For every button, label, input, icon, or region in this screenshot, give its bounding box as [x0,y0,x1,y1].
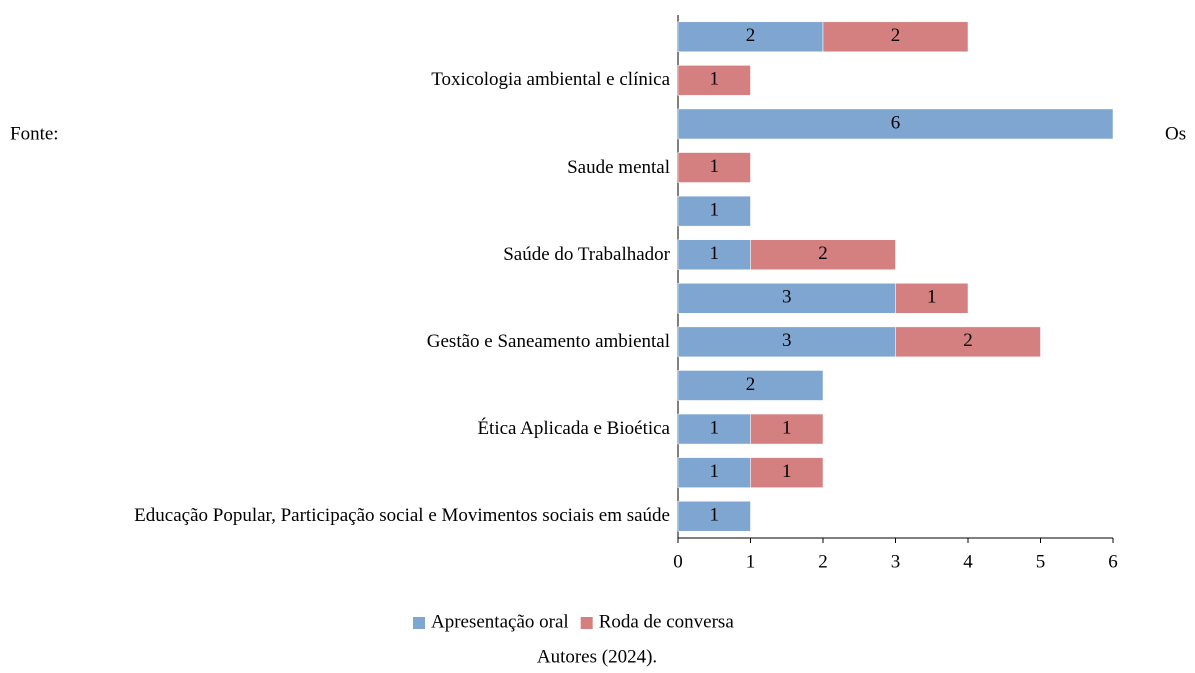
data-label: 3 [782,287,792,308]
data-label: 1 [710,156,720,177]
data-label: 2 [963,330,973,351]
data-label: 2 [818,243,828,264]
data-label: 2 [891,25,901,46]
y-tick-label: Educação Popular, Participação social e … [134,505,670,527]
x-tick-label: 6 [1108,551,1118,572]
data-label: 6 [891,112,901,133]
x-tick-label: 0 [673,551,683,572]
caption-prefix: Fonte: [10,123,59,144]
bar [895,326,1041,358]
bar [677,283,896,314]
bar [677,413,751,445]
y-tick-label-box: Saúde do Trabalhador [90,225,670,285]
y-tick-label: Ética Aplicada e Bioética [477,418,670,440]
y-tick-label-box: Saude mental [90,138,670,198]
bar [750,413,824,445]
data-label: 1 [710,243,720,264]
data-label: 1 [710,417,720,438]
legend-label: Apresentação oral [431,611,569,632]
bar [750,239,896,270]
y-tick-label-box: Toxicologia ambiental e clínica [90,50,670,110]
bar [677,108,1114,140]
bar [677,457,751,488]
data-label: 2 [746,25,756,46]
bar [750,457,824,488]
bar [677,152,751,183]
data-label: 1 [782,417,792,438]
bar [677,370,824,401]
y-tick-label: Saúde do Trabalhador [503,243,670,265]
bar [677,21,824,53]
bar [677,195,751,227]
y-tick-label: Saude mental [567,156,670,178]
data-label: 2 [746,374,756,395]
x-tick-label: 2 [818,551,828,572]
y-tick-label-box: Educação Popular, Participação social e … [90,486,670,546]
bar [822,21,969,53]
bar [895,283,969,314]
x-tick-label: 5 [1036,551,1046,572]
data-label: 1 [710,69,720,90]
bar [677,500,751,532]
data-label: 1 [710,505,720,526]
legend-label: Roda de conversa [599,611,735,632]
y-tick-label-box: Gestão e Saneamento ambiental [90,312,670,372]
x-tick-label: 4 [963,551,973,572]
data-label: 1 [927,287,937,308]
data-label: 1 [710,199,720,220]
bar [677,326,896,358]
data-label: 1 [782,461,792,482]
y-tick-label: Gestão e Saneamento ambiental [426,330,670,352]
y-tick-label: Toxicologia ambiental e clínica [431,69,670,91]
x-tick-label: 1 [746,551,756,572]
legend-swatch [413,617,425,629]
data-label: 1 [710,461,720,482]
x-tick-label: 3 [891,551,901,572]
legend-swatch [580,617,593,629]
caption-trailing: Os [1165,123,1186,144]
data-label: 3 [782,330,792,351]
caption-source: Autores (2024). [537,646,657,667]
bar [677,239,751,270]
y-tick-label-box: Ética Aplicada e Bioética [90,399,670,459]
bar [677,65,751,96]
